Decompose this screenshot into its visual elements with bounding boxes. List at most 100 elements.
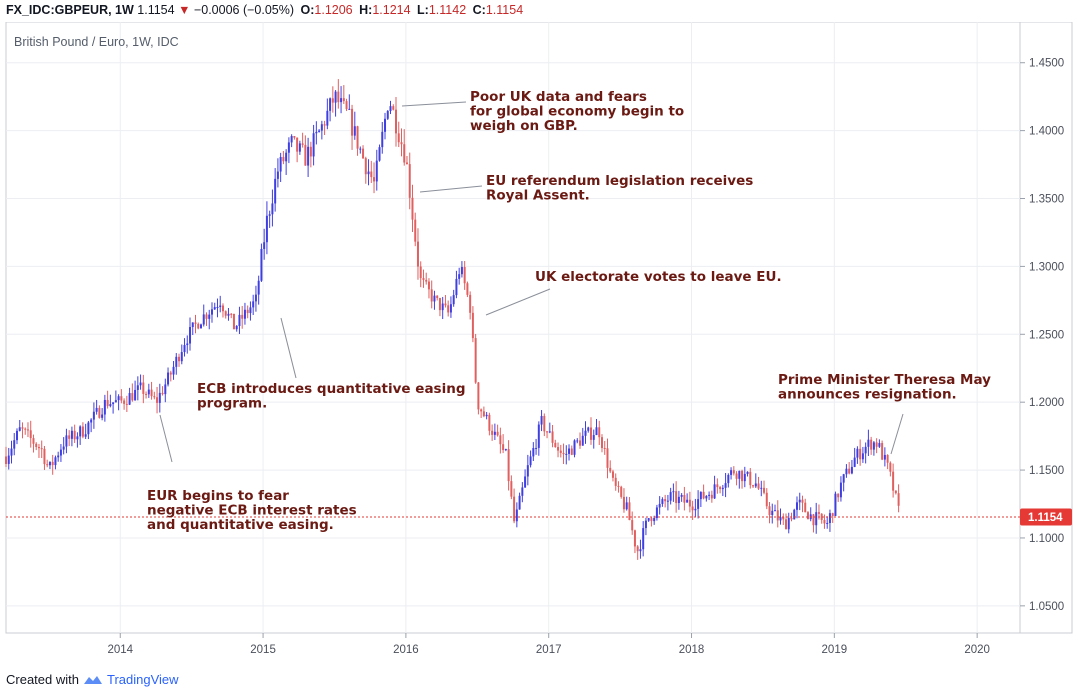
candle-body <box>480 409 483 412</box>
candle-body <box>570 448 573 455</box>
candle-body <box>114 400 117 403</box>
candle-body <box>598 427 601 438</box>
candle-body <box>653 518 656 522</box>
candle-body <box>655 507 658 519</box>
candle-body <box>414 219 417 242</box>
candle-body <box>54 457 57 466</box>
open-label: O: <box>300 3 315 17</box>
candle-body <box>760 487 763 489</box>
candle-body <box>752 485 755 487</box>
candle-body <box>625 502 628 510</box>
candle-body <box>785 519 787 530</box>
candle-body <box>427 281 430 290</box>
candle-body <box>276 171 279 179</box>
candle-body <box>504 449 507 451</box>
candle-body <box>416 241 419 267</box>
candle-body <box>13 440 16 449</box>
candle-body <box>189 327 192 344</box>
price-chart[interactable]: 1.1154 1.0500 1.1000 1.1500 1.2000 1.2500 1.3… <box>0 22 1076 664</box>
candle-body <box>848 468 851 474</box>
gridlines <box>6 22 1020 633</box>
candle-body <box>716 484 719 488</box>
candle-body <box>180 352 183 362</box>
x-tick-label: 2014 <box>107 644 133 656</box>
candle-body <box>175 356 178 367</box>
candle-body <box>573 440 576 455</box>
annotation-text: UK electorate votes to leave EU. <box>535 269 782 285</box>
candle-body <box>156 397 159 403</box>
candle-body <box>334 91 337 103</box>
candle-body <box>265 215 268 243</box>
open-value: 1.1206 <box>314 3 353 17</box>
candle-body <box>713 484 716 499</box>
candle-body <box>765 492 768 507</box>
candle-body <box>43 448 46 465</box>
candle-body <box>70 430 73 439</box>
candle-body <box>282 156 285 162</box>
candle-body <box>526 465 529 477</box>
candle-body <box>301 143 304 145</box>
candle-body <box>287 142 290 153</box>
candle-body <box>331 98 334 103</box>
footer: Created with TradingView <box>6 672 179 687</box>
candle-body <box>158 392 161 403</box>
last-price: 1.1154 <box>137 3 175 17</box>
candle-body <box>471 312 474 339</box>
symbol-header: FX_IDC:GBPEUR, 1W 1.1154 ▼ −0.0006 (−0.0… <box>6 3 523 21</box>
candle-body <box>271 203 274 215</box>
annotation-text: Royal Assent. <box>486 188 590 204</box>
candle-body <box>815 512 818 526</box>
tradingview-logo-icon <box>83 675 102 684</box>
annotation-text: program. <box>197 396 267 412</box>
candle-body <box>205 314 208 319</box>
candle-body <box>340 98 343 103</box>
candle-body <box>268 214 271 216</box>
candle-body <box>521 487 524 496</box>
candle-body <box>460 267 463 275</box>
candle-body <box>633 530 636 547</box>
close-label: C: <box>472 3 486 17</box>
candle-body <box>145 393 148 395</box>
candle-body <box>595 427 598 436</box>
candle-body <box>546 431 549 433</box>
annotation-text: EUR begins to fear <box>147 488 289 504</box>
tradingview-link[interactable]: TradingView <box>106 672 179 687</box>
candle-body <box>798 499 801 503</box>
close-value: 1.1154 <box>485 3 524 17</box>
candle-body <box>419 266 422 279</box>
candle-body <box>721 487 724 490</box>
candle-body <box>221 305 224 312</box>
candle-body <box>298 143 301 152</box>
candle-body <box>617 485 620 487</box>
candle-body <box>779 517 782 521</box>
candle-body <box>850 466 853 474</box>
candle-body <box>290 136 293 143</box>
candle-body <box>562 452 565 455</box>
candle-body <box>834 493 837 516</box>
candle-body <box>897 493 900 506</box>
price-change: −0.0006 (−0.05%) <box>193 3 295 17</box>
candle-body <box>551 431 554 443</box>
candle-body <box>735 473 738 479</box>
y-tick-label: 1.0500 <box>1029 601 1064 613</box>
candle-body <box>375 160 378 182</box>
candle-body <box>224 311 227 316</box>
candle-body <box>817 512 820 514</box>
symbol-label[interactable]: FX_IDC:GBPEUR, 1W <box>6 3 134 17</box>
candle-body <box>724 483 727 488</box>
candle-body <box>307 146 310 166</box>
candle-body <box>532 448 535 457</box>
candle-body <box>845 468 848 475</box>
candle-body <box>680 494 683 497</box>
price-axis[interactable] <box>1019 22 1073 634</box>
candle-body <box>139 382 142 386</box>
annotation-text: Poor UK data and fears <box>470 89 647 105</box>
candle-body <box>210 309 213 315</box>
candle-body <box>754 483 757 487</box>
candle-body <box>263 242 266 249</box>
candle-body <box>150 389 153 397</box>
candle-body <box>5 456 7 464</box>
candle-body <box>238 314 241 327</box>
down-triangle-icon: ▼ <box>178 3 191 17</box>
candle-body <box>455 278 458 296</box>
